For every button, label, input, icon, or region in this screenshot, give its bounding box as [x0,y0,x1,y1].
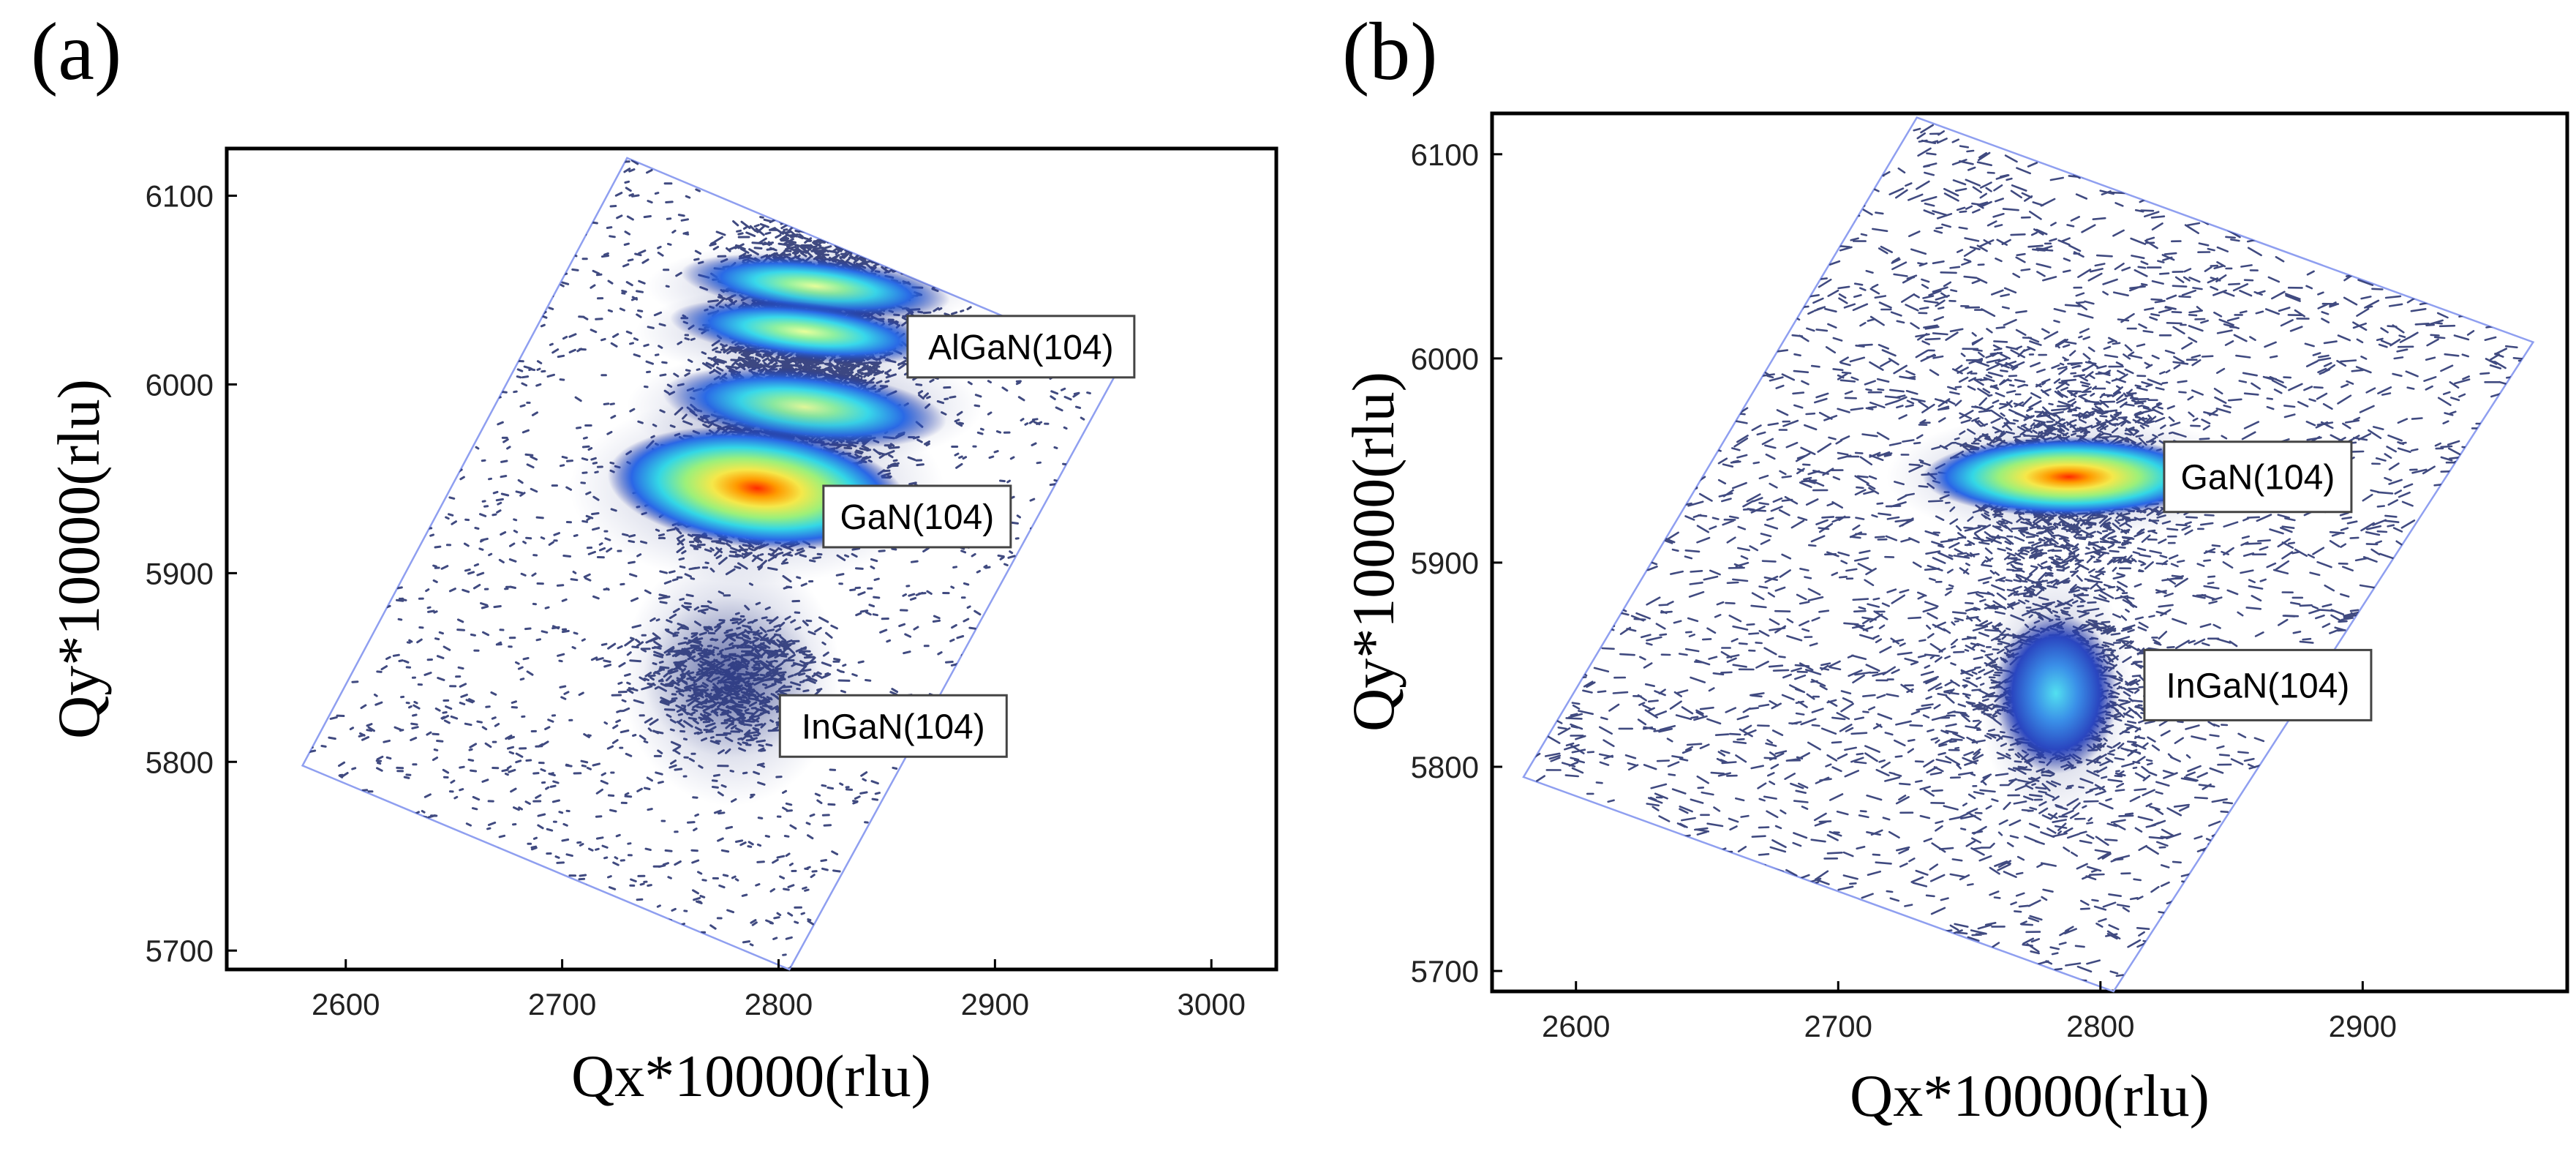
y-tick-label: 5900 [1411,546,1479,580]
y-tick-label: 5900 [146,556,214,590]
x-tick-label: 3000 [1178,987,1246,1021]
annotation-label: GaN(104) [2181,459,2335,498]
peak-ingan [621,548,841,806]
y-tick-label: 6000 [146,367,214,402]
x-tick-label: 2800 [2066,1009,2134,1043]
y-tick-label: 6100 [1411,138,1479,172]
y-tick-label: 5800 [1411,750,1479,784]
y-tick-label: 5800 [146,745,214,779]
y-tick-label: 6100 [146,179,214,213]
annotation-box: AlGaN(104) [906,315,1136,379]
panel-b-scan-region-layer [1522,116,2535,993]
panel-b-peaks [1886,412,2252,822]
annotation-label: InGaN(104) [802,708,985,746]
panel-a-annotations: AlGaN(104) GaN(104) InGaN(104) [778,315,1136,758]
annotation-label: InGaN(104) [2166,667,2350,705]
panel-b-scan-region-outline [1522,116,2535,993]
panel-b-ticks: 2600 2700 2800 2900 5700 5800 5900 6000 6100 [1411,138,2397,1043]
annotation-box: InGaN(104) [778,694,1008,758]
x-tick-label: 2900 [2329,1009,2397,1043]
panel-b-letter: (b) [1342,7,1438,97]
annotation-box: InGaN(104) [2143,648,2373,721]
x-tick-label: 2700 [528,987,596,1021]
panel-a: (a) 2600 2700 2800 2900 3000 5700 5800 5900 6000… [31,7,1278,1109]
annotation-label: AlGaN(104) [928,329,1113,367]
y-tick-label: 5700 [146,934,214,968]
x-tick-label: 2900 [961,987,1029,1021]
annotation-box: GaN(104) [822,484,1012,549]
panel-b-annotations: GaN(104) InGaN(104) [2143,440,2373,721]
panel-b-ylabel: Qy*10000(rlu) [1340,372,1406,732]
annotation-label: GaN(104) [840,498,994,537]
panel-a-ylabel: Qy*10000(rlu) [45,379,112,739]
panel-a-peaks [569,239,985,806]
panel-a-ticks: 2600 2700 2800 2900 3000 5700 5800 5900 6000 6100 [146,179,1246,1021]
panel-b-xlabel: Qx*10000(rlu) [1850,1062,2210,1129]
x-tick-label: 2800 [745,987,813,1021]
panel-b: (b) 2600 2700 2800 2900 5700 5800 5900 6000 6100… [1340,7,2569,1129]
y-tick-label: 5700 [1411,954,1479,988]
peak-gan [1886,412,2252,541]
panel-a-xlabel: Qx*10000(rlu) [571,1043,931,1109]
panel-a-letter: (a) [31,7,121,97]
x-tick-label: 2700 [1804,1009,1872,1043]
x-tick-label: 2600 [312,987,380,1021]
y-tick-label: 6000 [1411,342,1479,376]
panel-b-plot-frame [1490,111,2569,994]
annotation-box: GaN(104) [2163,440,2353,514]
x-tick-label: 2600 [1542,1009,1610,1043]
peak-ingan [1978,564,2134,822]
